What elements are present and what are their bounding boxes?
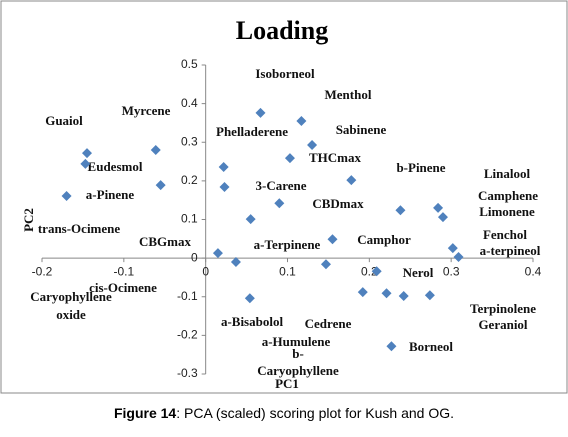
point-label: Myrcene <box>122 103 171 118</box>
point-label: Sabinene <box>336 122 387 137</box>
point-label: oxide <box>56 307 86 322</box>
point <box>357 287 368 298</box>
x-tick-label: -0.2 <box>32 264 53 278</box>
point <box>320 259 331 270</box>
x-tick-label: 0.4 <box>525 264 542 278</box>
point-label: Terpinolene <box>470 301 536 316</box>
point-label: Linalool <box>484 166 531 181</box>
point <box>244 293 255 304</box>
point-label: Borneol <box>409 339 453 354</box>
point <box>150 144 161 155</box>
point-label: Cedrene <box>305 316 352 331</box>
point-label: a-Pinene <box>86 187 135 202</box>
x-tick-label: 0.1 <box>279 264 296 278</box>
point-label: b-Pinene <box>396 160 445 175</box>
y-tick-label: 0.2 <box>181 173 198 187</box>
point-label: THCmax <box>309 150 362 165</box>
y-tick-label: -0.2 <box>177 328 198 342</box>
point-label: b- <box>292 346 304 361</box>
point-label: Camphor <box>357 232 411 247</box>
point-label: a-Humulene <box>262 334 331 349</box>
point <box>230 256 241 267</box>
chart-title: Loading <box>236 16 329 45</box>
point-label: Phelladerene <box>216 124 288 139</box>
point-label: a-Terpinene <box>254 237 321 252</box>
point <box>447 243 458 254</box>
y-tick-label: -0.1 <box>177 289 198 303</box>
point <box>255 107 266 118</box>
point <box>212 248 223 259</box>
point <box>307 139 318 150</box>
y-tick-label: 0.3 <box>181 134 198 148</box>
point <box>327 234 338 245</box>
point <box>61 190 72 201</box>
point <box>218 161 229 172</box>
point <box>433 202 444 213</box>
point <box>386 341 397 352</box>
point-label: Geraniol <box>478 317 527 332</box>
point <box>371 266 382 277</box>
y-tick-label: -0.3 <box>177 366 198 380</box>
y-tick-label: 0.1 <box>181 212 198 226</box>
point <box>80 158 91 169</box>
point <box>453 251 464 262</box>
point-label: Nerol <box>403 265 434 280</box>
point <box>381 288 392 299</box>
caption-text: : PCA (scaled) scoring plot for Kush and… <box>176 405 454 421</box>
point-label: Fenchol <box>483 227 527 242</box>
point <box>424 290 435 301</box>
point-label: cis-Ocimene <box>89 280 157 295</box>
point-label: Menthol <box>325 87 372 102</box>
point-label: Guaiol <box>45 113 83 128</box>
chart-frame <box>0 0 568 394</box>
point <box>296 116 307 127</box>
point-label: CBGmax <box>139 234 192 249</box>
point-label: CBDmax <box>312 196 364 211</box>
y-tick-label: 0.4 <box>181 96 198 110</box>
point-label: 3-Carene <box>255 178 306 193</box>
point <box>274 198 285 209</box>
point-label: Caryophyllene <box>257 363 339 378</box>
point-label: Limonene <box>479 204 535 219</box>
caption-label: Figure 14 <box>114 405 176 421</box>
point-label: a-terpineol <box>480 243 541 258</box>
point-label: a-Bisabolol <box>221 314 284 329</box>
x-tick-label: 0.2 <box>361 264 378 278</box>
x-tick-label: -0.1 <box>113 264 134 278</box>
y-tick-label: 0 <box>191 250 198 264</box>
point <box>219 182 230 193</box>
point <box>155 180 166 191</box>
point-label: Isoborneol <box>255 66 315 81</box>
y-tick-label: 0.5 <box>181 57 198 71</box>
point <box>395 205 406 216</box>
x-tick-label: 0 <box>202 264 209 278</box>
point <box>346 175 357 186</box>
x-tick-label: 0.3 <box>443 264 460 278</box>
point-label: Caryophyllene <box>30 289 112 304</box>
point <box>284 153 295 164</box>
point <box>437 212 448 223</box>
point-label: Eudesmol <box>88 159 143 174</box>
point <box>82 148 93 159</box>
point-label: Camphene <box>478 188 538 203</box>
x-axis-title: PC1 <box>275 376 299 391</box>
point-label: trans-Ocimene <box>38 221 121 236</box>
point <box>398 290 409 301</box>
caption: Figure 14: PCA (scaled) scoring plot for… <box>114 405 454 421</box>
y-axis-title: PC2 <box>21 208 36 232</box>
point <box>245 214 256 225</box>
